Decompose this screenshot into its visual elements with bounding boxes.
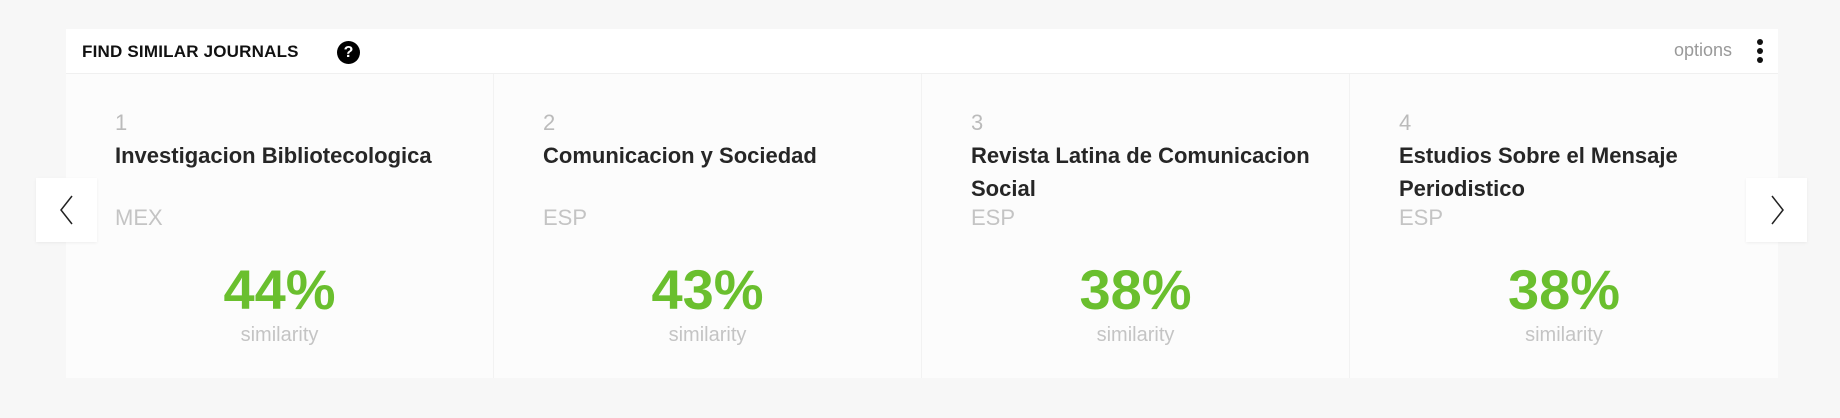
journal-carousel: 1 Investigacion Bibliotecologica MEX 44%… <box>66 74 1778 378</box>
previous-button[interactable] <box>36 178 97 242</box>
similarity-label: similarity <box>240 324 319 346</box>
similar-journals-panel: FIND SIMILAR JOURNALS ? options 1 Invest… <box>66 29 1778 378</box>
journal-card[interactable]: 4 Estudios Sobre el Mensaje Periodistico… <box>1350 74 1778 378</box>
journal-title[interactable]: Comunicacion y Sociedad <box>543 143 817 168</box>
chevron-right-icon <box>1770 195 1784 225</box>
journal-country: MEX <box>115 205 163 230</box>
journal-rank: 4 <box>1399 110 1412 135</box>
journal-title[interactable]: Revista Latina de Comunicacion Social <box>971 143 1310 201</box>
chevron-left-icon <box>59 195 73 225</box>
next-button[interactable] <box>1746 178 1807 242</box>
similarity-label: similarity <box>668 324 747 346</box>
journal-country: ESP <box>971 205 1016 230</box>
journal-rank: 1 <box>115 110 128 135</box>
similarity-label: similarity <box>1096 324 1175 346</box>
options-button[interactable]: options <box>1673 40 1732 60</box>
journal-country: ESP <box>1399 205 1444 230</box>
more-vertical-icon[interactable] <box>1757 39 1763 63</box>
panel-title: FIND SIMILAR JOURNALS <box>82 42 299 61</box>
similarity-value: 38% <box>1079 258 1192 321</box>
panel-header: FIND SIMILAR JOURNALS ? options <box>66 29 1778 74</box>
journal-title[interactable]: Estudios Sobre el Mensaje Periodistico <box>1399 143 1678 201</box>
similarity-value: 43% <box>651 258 764 321</box>
journal-rank: 2 <box>543 110 556 135</box>
journal-title[interactable]: Investigacion Bibliotecologica <box>115 143 432 168</box>
journal-card[interactable]: 2 Comunicacion y Sociedad ESP 43% simila… <box>494 74 922 378</box>
help-icon[interactable]: ? <box>337 41 360 64</box>
similarity-label: similarity <box>1525 324 1603 346</box>
similarity-value: 38% <box>1507 258 1621 321</box>
journal-country: ESP <box>543 205 588 230</box>
similarity-value: 44% <box>223 258 336 321</box>
journal-card[interactable]: 1 Investigacion Bibliotecologica MEX 44%… <box>66 74 494 378</box>
journal-rank: 3 <box>971 110 984 135</box>
journal-card[interactable]: 3 Revista Latina de Comunicacion Social … <box>922 74 1350 378</box>
